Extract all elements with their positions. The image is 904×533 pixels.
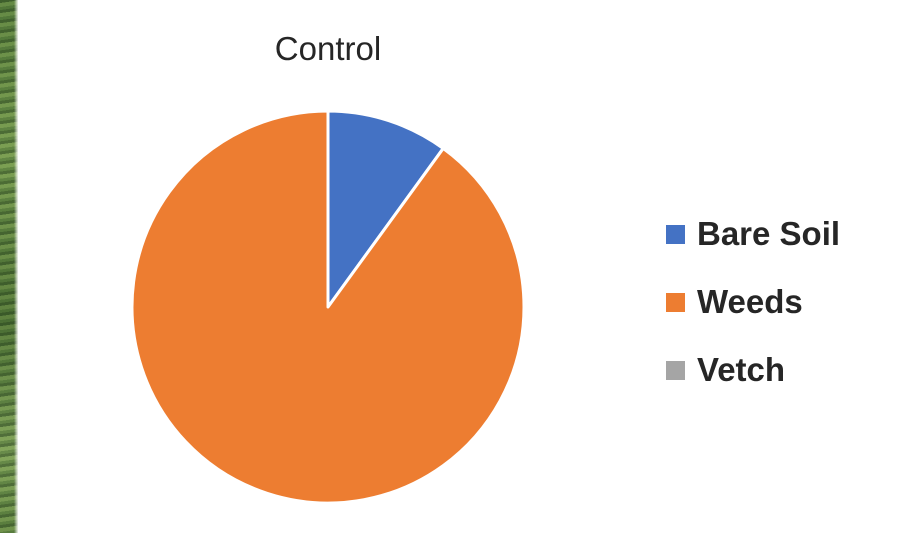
legend-item-weeds: Weeds <box>666 268 840 336</box>
legend-swatch-weeds <box>666 292 685 312</box>
legend-label-weeds: Weeds <box>697 283 803 320</box>
pie-slice-weeds <box>130 109 526 505</box>
legend-swatch-vetch <box>666 360 685 380</box>
legend-item-vetch: Vetch <box>666 336 840 404</box>
pie-slice-bare-soil <box>326 109 445 309</box>
chart-legend: Bare Soil Weeds Vetch <box>666 200 840 404</box>
legend-item-bare-soil: Bare Soil <box>666 200 840 268</box>
background-photo-edge <box>0 0 18 533</box>
legend-swatch-bare-soil <box>666 224 685 244</box>
legend-label-bare-soil: Bare Soil <box>697 215 841 252</box>
chart-title: Control <box>274 30 382 67</box>
legend-label-vetch: Vetch <box>697 351 786 388</box>
